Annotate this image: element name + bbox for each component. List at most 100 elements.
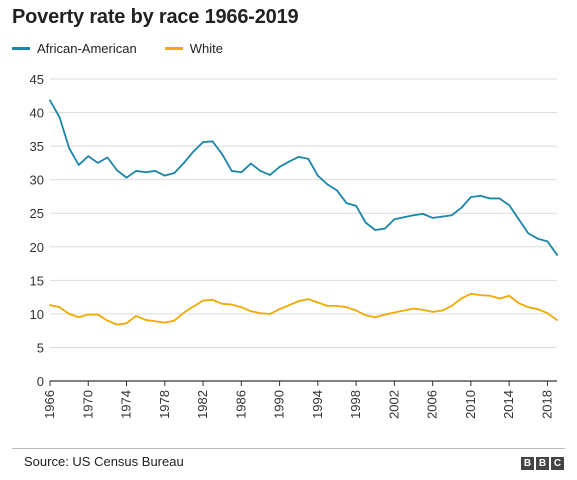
logo-letter-b1: B — [521, 457, 534, 470]
data-point-white-2017 — [536, 308, 539, 311]
data-point-african-american-1981 — [192, 150, 195, 153]
y-tick-label-5: 5 — [37, 340, 44, 355]
data-point-african-american-1983 — [211, 140, 214, 143]
data-point-white-1967 — [58, 306, 61, 309]
data-point-white-2013 — [498, 297, 501, 300]
data-point-white-2014 — [508, 294, 511, 297]
x-tick-label-1982: 1982 — [195, 390, 210, 419]
data-point-african-american-2007 — [441, 215, 444, 218]
data-point-african-american-1970 — [87, 155, 90, 158]
data-point-african-american-1990 — [278, 166, 281, 168]
data-point-african-american-1974 — [125, 176, 128, 179]
data-point-white-2002 — [393, 311, 396, 314]
data-point-african-american-1968 — [68, 147, 71, 150]
data-point-african-american-2014 — [508, 204, 511, 207]
data-point-african-american-1976 — [144, 171, 147, 174]
x-tick-label-1978: 1978 — [157, 390, 172, 419]
data-point-white-1970 — [87, 313, 90, 316]
data-point-white-2001 — [383, 313, 386, 316]
x-tick-label-1970: 1970 — [80, 390, 95, 419]
data-point-african-american-1996 — [336, 189, 338, 192]
data-point-white-1984 — [221, 302, 224, 305]
data-point-white-1968 — [68, 312, 71, 315]
y-tick-label-30: 30 — [30, 173, 44, 188]
y-tick-label-45: 45 — [30, 72, 44, 87]
x-tick-label-1986: 1986 — [233, 390, 248, 419]
data-point-african-american-1992 — [297, 155, 300, 158]
data-point-white-1990 — [278, 308, 281, 311]
data-point-white-1981 — [192, 305, 195, 308]
y-tick-label-0: 0 — [37, 374, 44, 389]
data-point-african-american-2009 — [460, 206, 463, 209]
data-point-african-american-1995 — [326, 183, 329, 186]
data-point-african-american-1999 — [364, 221, 367, 224]
data-point-african-american-2002 — [393, 218, 396, 221]
data-point-african-american-1966 — [49, 99, 51, 102]
legend-item-white: White — [164, 41, 223, 56]
data-point-african-american-2001 — [383, 227, 386, 230]
data-point-african-american-2003 — [403, 216, 405, 219]
data-point-white-1992 — [297, 300, 300, 303]
data-point-white-1969 — [77, 316, 80, 319]
bbc-logo: B B C — [519, 457, 564, 470]
data-point-white-2018 — [546, 312, 549, 315]
y-tick-label-20: 20 — [30, 240, 44, 255]
data-point-white-1971 — [96, 313, 99, 316]
legend-swatch-african-american — [12, 47, 30, 50]
data-point-white-1997 — [345, 306, 348, 309]
data-point-african-american-1979 — [173, 172, 176, 174]
x-tick-label-2010: 2010 — [463, 390, 478, 419]
data-point-african-american-1986 — [240, 171, 243, 174]
data-point-african-american-1988 — [259, 170, 262, 172]
data-point-african-american-1967 — [58, 116, 61, 119]
data-point-african-american-2017 — [536, 237, 539, 240]
data-point-african-american-2006 — [431, 217, 434, 219]
data-point-african-american-1982 — [202, 141, 204, 143]
data-point-african-american-1971 — [96, 161, 99, 164]
data-point-african-american-2019 — [556, 253, 558, 256]
data-point-white-1986 — [240, 306, 243, 309]
data-point-white-1982 — [202, 299, 204, 302]
data-point-african-american-1984 — [221, 153, 224, 156]
series-line-white — [49, 292, 558, 326]
data-point-african-american-1989 — [269, 174, 271, 176]
legend-label-white: White — [189, 41, 223, 56]
data-point-white-2010 — [470, 292, 472, 295]
logo-letter-b2: B — [536, 457, 549, 470]
data-point-african-american-1985 — [230, 170, 233, 172]
data-point-white-1977 — [154, 320, 157, 323]
data-point-white-1989 — [269, 312, 271, 315]
logo-letter-c: C — [551, 457, 564, 470]
data-point-white-1973 — [116, 323, 118, 326]
data-point-african-american-1977 — [154, 170, 157, 172]
data-point-white-1979 — [173, 319, 176, 322]
data-point-african-american-2016 — [527, 232, 530, 235]
data-point-white-1966 — [49, 304, 51, 307]
data-point-white-2007 — [441, 309, 444, 312]
x-tick-label-2014: 2014 — [501, 390, 516, 419]
data-point-white-1976 — [144, 319, 147, 321]
data-point-african-american-1980 — [183, 161, 185, 164]
data-point-african-american-2018 — [546, 240, 549, 243]
data-point-white-1996 — [336, 304, 338, 307]
data-point-african-american-1978 — [163, 174, 166, 177]
y-tick-label-25: 25 — [30, 206, 44, 221]
data-point-white-2000 — [374, 316, 377, 319]
data-point-white-1985 — [230, 303, 233, 306]
x-tick-label-2006: 2006 — [425, 390, 440, 419]
data-point-african-american-2015 — [517, 218, 520, 221]
y-tick-label-40: 40 — [30, 106, 44, 121]
y-tick-label-35: 35 — [30, 139, 44, 154]
data-point-african-american-1973 — [116, 169, 118, 172]
data-point-african-american-1991 — [288, 160, 291, 163]
legend-swatch-white — [164, 47, 183, 50]
data-point-white-2004 — [412, 307, 415, 310]
data-point-white-2011 — [479, 294, 482, 296]
data-point-white-2015 — [517, 302, 520, 305]
x-tick-label-1998: 1998 — [348, 390, 363, 419]
data-point-white-1988 — [259, 312, 262, 315]
data-point-african-american-2005 — [422, 212, 424, 215]
data-point-white-2006 — [431, 310, 434, 313]
legend: African-American White — [12, 41, 251, 56]
line-chart: 0 5 10 15 20 25 30 35 40 45 1966 1970 1974 1978 1982 19… — [30, 72, 558, 419]
